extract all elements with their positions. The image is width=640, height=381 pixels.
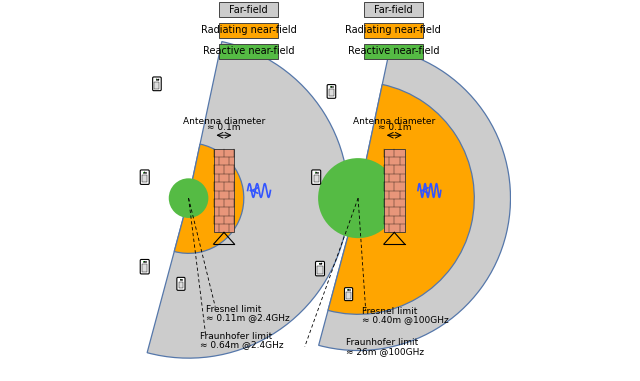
FancyBboxPatch shape	[364, 23, 423, 38]
FancyBboxPatch shape	[219, 2, 278, 17]
Circle shape	[318, 158, 398, 238]
Text: ≈ 0.1m: ≈ 0.1m	[207, 123, 241, 132]
Bar	[348, 289, 350, 290]
FancyBboxPatch shape	[140, 170, 149, 184]
Circle shape	[169, 178, 209, 218]
FancyBboxPatch shape	[364, 44, 423, 59]
Bar	[156, 78, 157, 80]
Bar	[329, 89, 334, 96]
Text: Fresnel limit: Fresnel limit	[205, 305, 261, 314]
Text: Fraunhofer limit: Fraunhofer limit	[200, 332, 272, 341]
Bar	[180, 279, 182, 280]
FancyBboxPatch shape	[177, 277, 185, 290]
Bar	[143, 172, 145, 173]
FancyBboxPatch shape	[327, 85, 336, 98]
Bar	[384, 149, 404, 232]
Text: Antenna diameter: Antenna diameter	[183, 117, 265, 126]
Text: Fresnel limit: Fresnel limit	[362, 307, 417, 316]
Text: Reactive near-field: Reactive near-field	[348, 46, 439, 56]
FancyBboxPatch shape	[153, 77, 161, 91]
FancyBboxPatch shape	[140, 259, 149, 274]
FancyBboxPatch shape	[364, 2, 423, 17]
Bar	[346, 292, 351, 298]
Text: Radiating near-field: Radiating near-field	[201, 26, 296, 35]
Text: Reactive near-field: Reactive near-field	[203, 46, 294, 56]
Bar	[330, 86, 333, 87]
Text: ≈ 0.11m @2.4GHz: ≈ 0.11m @2.4GHz	[205, 313, 289, 322]
Bar	[143, 172, 146, 173]
Bar	[179, 282, 183, 288]
Bar	[315, 172, 317, 173]
Wedge shape	[319, 49, 511, 351]
Bar	[180, 279, 181, 280]
Text: ≈ 0.64m @2.4GHz: ≈ 0.64m @2.4GHz	[200, 341, 284, 350]
Bar	[142, 175, 147, 182]
Text: ≈ 0.1m: ≈ 0.1m	[378, 123, 411, 132]
Bar	[319, 263, 321, 264]
Bar	[156, 78, 158, 80]
Bar	[214, 149, 234, 232]
Text: Radiating near-field: Radiating near-field	[346, 26, 441, 35]
FancyBboxPatch shape	[316, 261, 324, 276]
FancyBboxPatch shape	[344, 288, 353, 301]
Bar	[348, 289, 349, 290]
Wedge shape	[174, 144, 244, 253]
Bar	[143, 261, 145, 263]
Bar	[314, 175, 319, 182]
FancyBboxPatch shape	[219, 44, 278, 59]
Text: Antenna diameter: Antenna diameter	[353, 117, 435, 126]
Bar	[154, 82, 159, 88]
Bar	[330, 86, 332, 87]
Text: ≈ 0.40m @100GHz: ≈ 0.40m @100GHz	[362, 315, 449, 324]
Bar	[142, 264, 147, 272]
Bar	[315, 172, 317, 173]
Text: Far-field: Far-field	[374, 5, 413, 14]
Text: Fraunhofer limit: Fraunhofer limit	[346, 338, 418, 347]
Wedge shape	[147, 42, 349, 358]
Bar	[317, 266, 323, 274]
Text: ≈ 26m @100GHz: ≈ 26m @100GHz	[346, 347, 424, 356]
FancyBboxPatch shape	[219, 23, 278, 38]
Wedge shape	[328, 85, 474, 314]
Text: Far-field: Far-field	[229, 5, 268, 14]
Bar	[143, 261, 146, 263]
Bar	[319, 263, 321, 264]
FancyBboxPatch shape	[312, 170, 321, 184]
